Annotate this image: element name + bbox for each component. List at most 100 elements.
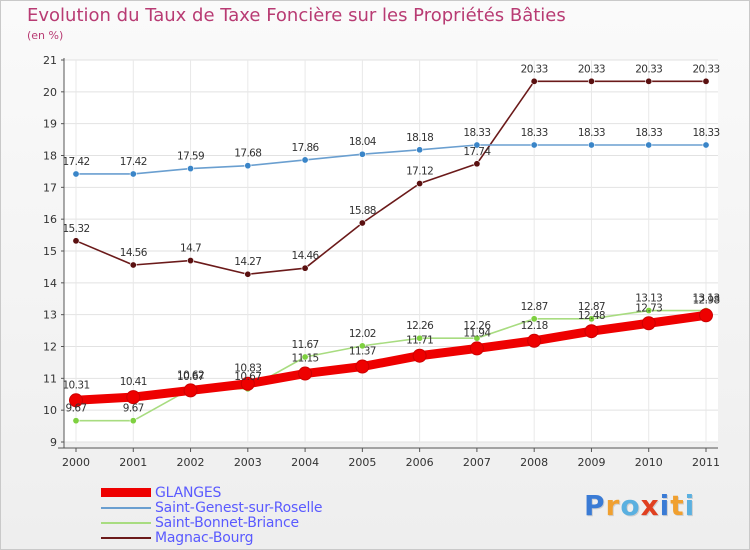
data-label: 12.26 xyxy=(406,320,434,332)
data-label: 17.59 xyxy=(177,151,204,163)
data-label: 18.33 xyxy=(635,127,662,139)
x-tick-label: 2007 xyxy=(463,456,491,469)
data-label: 10.83 xyxy=(234,363,261,375)
data-label: 20.33 xyxy=(578,63,605,75)
data-point xyxy=(244,162,252,170)
data-label: 11.67 xyxy=(292,339,319,351)
data-label: 11.37 xyxy=(349,346,376,358)
data-point xyxy=(416,146,424,154)
data-label: 10.31 xyxy=(62,379,89,391)
chart-unit: (en %) xyxy=(27,29,64,42)
legend-swatch xyxy=(101,536,151,539)
data-point xyxy=(530,315,538,323)
y-tick-label: 11 xyxy=(43,372,57,385)
data-label: 12.87 xyxy=(578,301,605,313)
x-tick-label: 2003 xyxy=(234,456,262,469)
y-tick-label: 20 xyxy=(43,86,57,99)
data-point xyxy=(641,316,656,331)
y-tick-label: 9 xyxy=(50,436,57,449)
data-label: 9.67 xyxy=(123,403,144,415)
y-tick-label: 17 xyxy=(43,181,57,194)
series-magnac-bourg xyxy=(72,77,710,278)
data-point xyxy=(587,315,595,323)
data-label: 12.98 xyxy=(692,294,719,306)
legend-label: Magnac-Bourg xyxy=(155,529,254,546)
data-point xyxy=(358,342,366,350)
data-point xyxy=(244,270,252,278)
data-label: 18.18 xyxy=(406,132,433,144)
data-point xyxy=(473,160,481,168)
data-point xyxy=(187,257,195,265)
y-tick-label: 15 xyxy=(43,245,57,258)
data-label: 14.46 xyxy=(292,250,320,262)
chart-legend: GLANGES Saint-Genest-sur-Roselle Saint-Bon… xyxy=(101,485,323,546)
legend-swatch xyxy=(101,521,151,524)
data-point xyxy=(358,150,366,158)
data-point xyxy=(587,141,595,149)
data-label: 12.02 xyxy=(349,328,376,340)
legend-item: Magnac-Bourg xyxy=(101,529,322,546)
data-point xyxy=(530,141,538,149)
data-label: 20.33 xyxy=(635,63,662,75)
data-point xyxy=(72,237,80,245)
data-label: 11.15 xyxy=(292,353,319,365)
data-point xyxy=(416,180,424,188)
data-point xyxy=(240,376,255,391)
data-label: 12.87 xyxy=(521,301,548,313)
data-point xyxy=(702,77,710,85)
data-label: 17.74 xyxy=(463,146,491,158)
data-label: 9.67 xyxy=(66,403,87,415)
data-point xyxy=(301,264,309,272)
data-label: 15.32 xyxy=(62,223,89,235)
series-glanges xyxy=(69,308,713,408)
x-tick-label: 2004 xyxy=(291,456,319,469)
data-point xyxy=(183,383,198,398)
data-label: 18.33 xyxy=(463,127,490,139)
x-tick-label: 2010 xyxy=(635,456,663,469)
data-label: 17.42 xyxy=(62,156,89,168)
data-point xyxy=(702,141,710,149)
data-point xyxy=(301,353,309,361)
data-point xyxy=(129,417,137,425)
data-point xyxy=(527,333,542,348)
data-point xyxy=(129,261,137,269)
y-tick-label: 19 xyxy=(43,118,57,131)
data-point xyxy=(645,77,653,85)
data-label: 13.13 xyxy=(692,293,719,305)
data-point xyxy=(699,308,713,323)
legend-item: Saint-Bonnet-Briance xyxy=(101,514,322,531)
data-label: 17.86 xyxy=(292,142,320,154)
data-label: 17.42 xyxy=(120,156,147,168)
data-point xyxy=(129,170,137,178)
data-label: 13.13 xyxy=(635,293,662,305)
data-point xyxy=(584,324,599,339)
x-tick-label: 2005 xyxy=(348,456,376,469)
data-label: 11.71 xyxy=(406,335,433,347)
data-point xyxy=(530,77,538,85)
data-label: 20.33 xyxy=(521,63,548,75)
data-point xyxy=(412,348,427,363)
data-label: 10.62 xyxy=(177,369,204,381)
data-label: 11.94 xyxy=(463,327,491,339)
series-line xyxy=(71,310,711,405)
data-point xyxy=(187,165,195,173)
data-label: 18.04 xyxy=(349,136,377,148)
legend-label: Saint-Bonnet-Briance xyxy=(155,514,299,531)
y-tick-label: 18 xyxy=(43,150,57,163)
data-label: 20.33 xyxy=(692,63,719,75)
data-point xyxy=(416,334,424,342)
data-label: 17.68 xyxy=(234,148,261,160)
data-point xyxy=(301,156,309,164)
x-tick-label: 2001 xyxy=(119,456,147,469)
data-point xyxy=(72,417,80,425)
y-tick-label: 13 xyxy=(43,309,57,322)
y-tick-label: 16 xyxy=(43,213,57,226)
series-line xyxy=(75,144,707,175)
x-tick-label: 2002 xyxy=(177,456,205,469)
data-label: 10.41 xyxy=(120,376,147,388)
data-label: 18.33 xyxy=(578,127,605,139)
data-point xyxy=(72,170,80,178)
proxiti-logo: Proxiti xyxy=(584,489,696,522)
